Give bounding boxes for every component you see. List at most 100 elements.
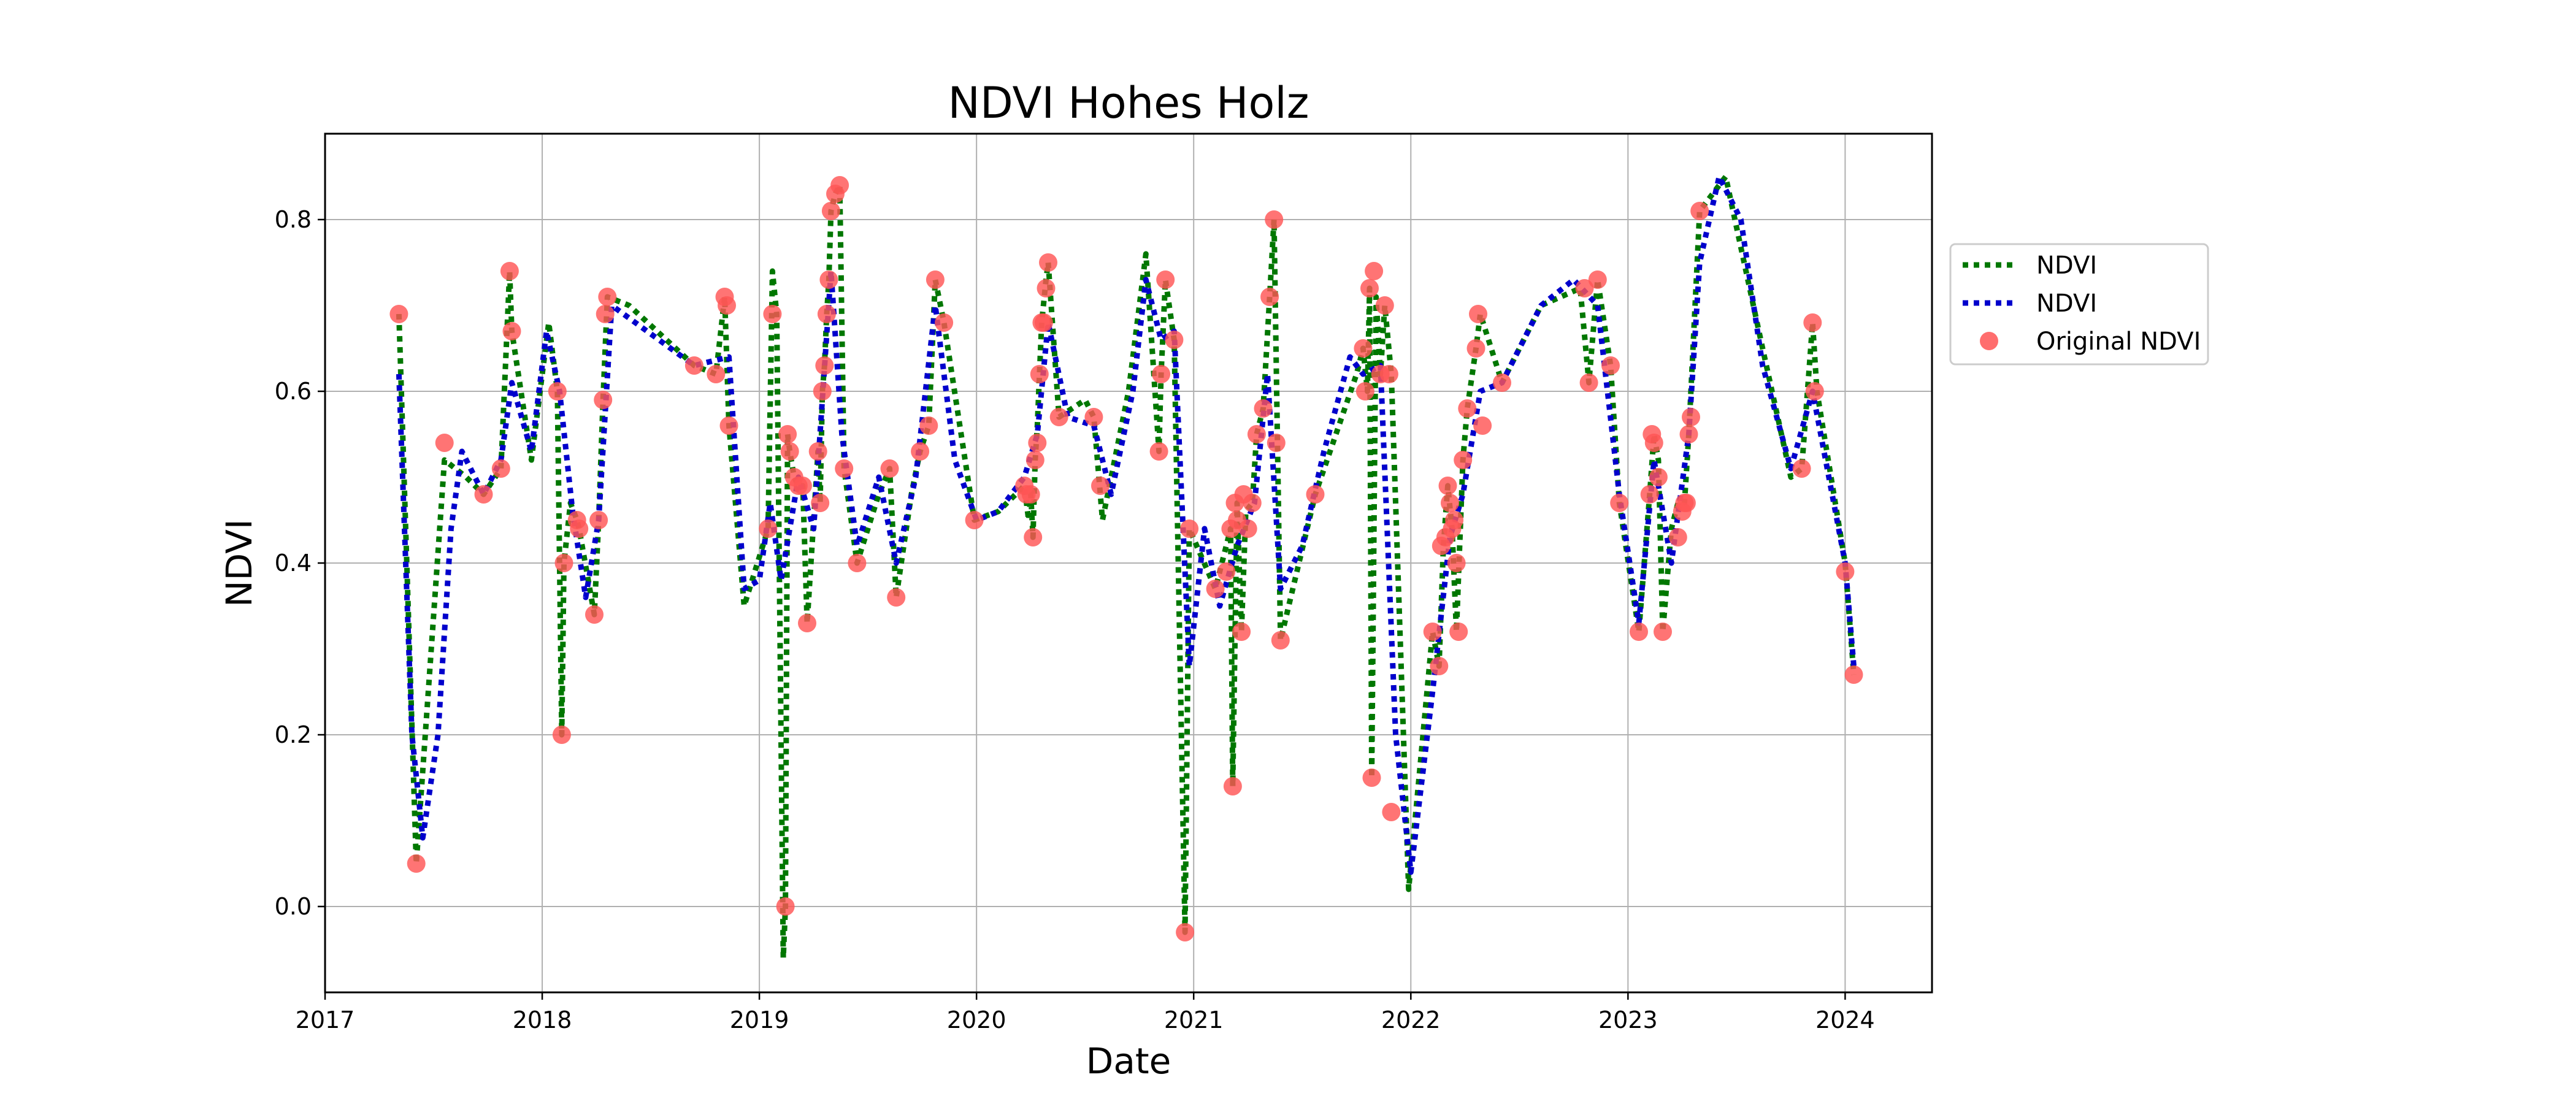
- original-ndvi-point: [1438, 477, 1457, 495]
- original-ndvi-point: [596, 305, 615, 323]
- series-line-1: [396, 174, 1857, 875]
- original-ndvi-point: [1260, 288, 1279, 306]
- original-ndvi-point: [1441, 494, 1459, 512]
- original-ndvi-point: [1430, 657, 1449, 675]
- original-ndvi-point: [935, 313, 954, 332]
- original-ndvi-point: [1447, 554, 1466, 572]
- original-ndvi-point: [500, 262, 519, 280]
- original-ndvi-point: [1375, 296, 1394, 315]
- original-ndvi-point: [763, 305, 782, 323]
- plot-series: [396, 174, 1857, 961]
- original-ndvi-point: [1454, 451, 1473, 469]
- original-ndvi-point: [1690, 202, 1709, 220]
- original-ndvi-point: [1265, 210, 1284, 229]
- original-ndvi-point: [1649, 468, 1668, 486]
- y-tick-label: 0.4: [275, 550, 312, 577]
- original-ndvi-point: [821, 202, 840, 220]
- original-ndvi-point: [570, 519, 589, 538]
- legend: NDVI NDVI Original NDVI: [1949, 243, 2209, 366]
- x-tick-label: 2021: [1164, 1006, 1224, 1033]
- y-tick-label: 0.6: [275, 378, 312, 405]
- original-ndvi-point: [1360, 279, 1379, 297]
- y-tick-label: 0.2: [275, 721, 312, 748]
- x-axis-label: Date: [1086, 1040, 1171, 1082]
- original-ndvi-point: [1223, 777, 1242, 795]
- original-ndvi-point: [1575, 279, 1594, 297]
- original-ndvi-point: [1382, 803, 1401, 821]
- legend-label-original-ndvi: Original NDVI: [2036, 328, 2201, 356]
- original-ndvi-point: [1206, 580, 1225, 598]
- original-ndvi-point: [1091, 477, 1110, 495]
- y-tick-label: 0.8: [275, 206, 312, 233]
- legend-label-series-1: NDVI: [2036, 289, 2097, 318]
- original-ndvi-point: [1039, 253, 1057, 272]
- original-ndvi-point: [474, 485, 493, 504]
- original-ndvi-point: [1024, 528, 1043, 546]
- original-ndvi-point: [1803, 313, 1822, 332]
- original-ndvi-point: [548, 382, 567, 401]
- original-ndvi-point: [835, 459, 854, 478]
- original-ndvi-point: [1654, 623, 1672, 641]
- original-ndvi-point: [1084, 408, 1103, 426]
- original-points: [389, 176, 1863, 941]
- original-ndvi-point: [1028, 434, 1047, 452]
- legend-box: [1949, 243, 2209, 366]
- original-ndvi-point: [718, 296, 736, 315]
- x-tick-label: 2022: [1381, 1006, 1441, 1033]
- original-ndvi-point: [1180, 519, 1199, 538]
- original-ndvi-point: [719, 416, 738, 435]
- original-ndvi-point: [1473, 416, 1492, 435]
- original-ndvi-point: [1423, 623, 1442, 641]
- original-ndvi-point: [1232, 623, 1251, 641]
- x-tick-label: 2023: [1598, 1006, 1658, 1033]
- original-ndvi-point: [1034, 313, 1053, 332]
- original-ndvi-point: [1217, 562, 1236, 581]
- original-ndvi-point: [819, 270, 838, 289]
- original-ndvi-point: [1679, 425, 1698, 443]
- original-ndvi-point: [1836, 562, 1855, 581]
- original-ndvi-point: [1149, 442, 1168, 461]
- original-ndvi-point: [1306, 485, 1325, 504]
- x-tick-label: 2018: [513, 1006, 572, 1033]
- original-ndvi-point: [926, 270, 945, 289]
- original-ndvi-point: [1682, 408, 1700, 426]
- original-ndvi-point: [1025, 451, 1045, 469]
- original-ndvi-point: [848, 554, 867, 572]
- original-ndvi-point: [552, 726, 571, 744]
- original-ndvi-point: [1805, 382, 1824, 401]
- x-axis-ticks: 2017 2018 2019 2020 2021 2022 2023 2024: [296, 992, 1875, 1033]
- original-ndvi-point: [1152, 365, 1171, 383]
- original-ndvi-point: [1579, 374, 1598, 392]
- original-ndvi-point: [1049, 408, 1068, 426]
- x-tick-label: 2020: [947, 1006, 1006, 1033]
- original-ndvi-point: [1469, 305, 1487, 323]
- original-ndvi-point: [776, 897, 795, 916]
- x-tick-label: 2017: [296, 1006, 355, 1033]
- original-ndvi-point: [1362, 769, 1381, 787]
- original-ndvi-point: [1844, 665, 1863, 684]
- original-ndvi-point: [1354, 339, 1373, 358]
- original-ndvi-point: [1493, 374, 1511, 392]
- series-line-0: [396, 174, 1857, 961]
- original-ndvi-point: [1271, 631, 1290, 650]
- original-ndvi-point: [911, 442, 930, 461]
- original-ndvi-point: [1588, 270, 1607, 289]
- legend-label-series-0: NDVI: [2036, 251, 2097, 280]
- original-ndvi-point: [830, 176, 849, 194]
- original-ndvi-point: [1030, 365, 1049, 383]
- original-ndvi-point: [808, 442, 827, 461]
- original-ndvi-point: [1176, 923, 1195, 941]
- original-ndvi-point: [1037, 279, 1056, 297]
- original-ndvi-point: [1379, 365, 1398, 383]
- original-ndvi-point: [1792, 459, 1811, 478]
- original-ndvi-point: [778, 425, 797, 443]
- original-ndvi-point: [491, 459, 510, 478]
- original-ndvi-point: [817, 305, 836, 323]
- original-ndvi-point: [813, 382, 832, 401]
- original-ndvi-point: [1445, 511, 1464, 529]
- original-ndvi-point: [1610, 494, 1629, 512]
- original-ndvi-point: [1640, 485, 1659, 504]
- original-ndvi-point: [780, 442, 799, 461]
- y-axis-label: NDVI: [218, 519, 260, 607]
